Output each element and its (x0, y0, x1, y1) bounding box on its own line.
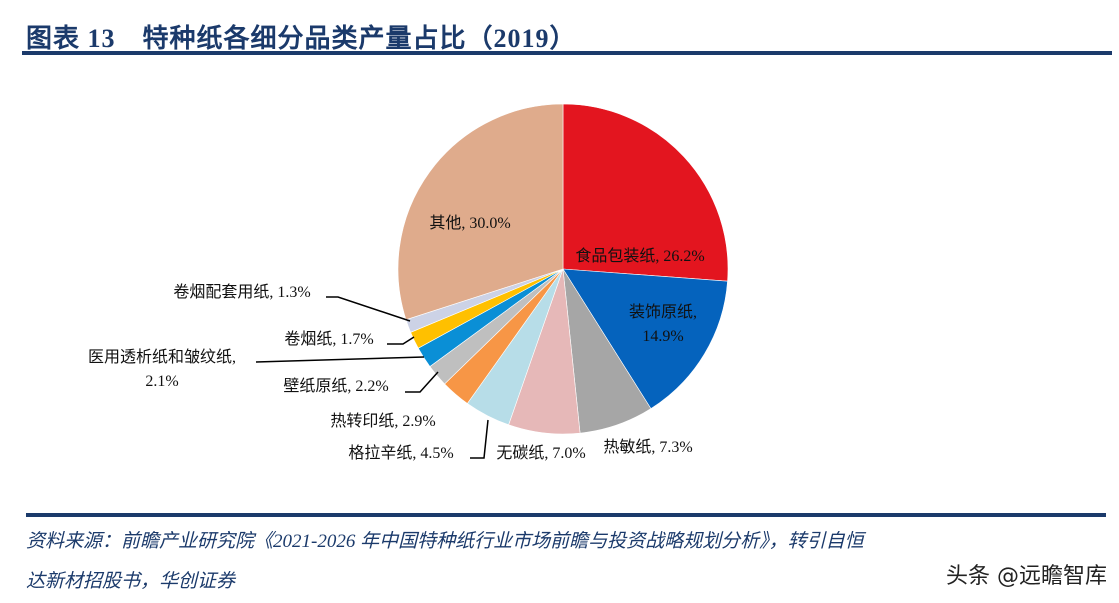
figure-title: 图表 13 特种纸各细分品类产量占比（2019） (26, 24, 577, 53)
source-note: 资料来源：前瞻产业研究院《2021-2026 年中国特种纸行业市场前瞻与投资战略… (26, 522, 1106, 602)
figure-header: 图表 13 特种纸各细分品类产量占比（2019） (22, 14, 1112, 55)
leader-line-9 (326, 296, 411, 322)
leader-line-4 (470, 419, 489, 459)
leader-line-8 (387, 336, 415, 345)
slice-label-3: 无碳纸, 7.0% (496, 444, 585, 462)
leader-line-7 (255, 356, 425, 363)
leader-line-6 (405, 371, 439, 393)
pie-slice-10 (397, 103, 564, 321)
title-divider (22, 51, 1112, 55)
source-line-1: 资料来源：前瞻产业研究院《2021-2026 年中国特种纸行业市场前瞻与投资战略… (26, 531, 864, 552)
pie-chart: 食品包装纸, 26.2% 装饰原纸, 14.9% 热敏纸, 7.3% 无碳纸, 7.0%… (88, 103, 729, 462)
slice-label-7: 医用透析纸和皱纹纸, 2.1% (88, 348, 236, 390)
slice-label-6: 壁纸原纸, 2.2% (283, 376, 388, 395)
slice-label-8: 卷烟纸, 1.7% (284, 330, 373, 348)
source-divider (26, 513, 1106, 517)
slice-label-10: 其他, 30.0% (429, 214, 510, 232)
pie-slice-0 (562, 103, 729, 282)
slice-label-1: 装饰原纸, 14.9% (629, 303, 697, 345)
source-line-2: 达新材招股书，华创证券 (26, 571, 236, 592)
pie-chart-container: 食品包装纸, 26.2% 装饰原纸, 14.9% 热敏纸, 7.3% 无碳纸, 7.0%… (0, 60, 1119, 510)
slice-label-9: 卷烟配套用纸, 1.3% (173, 283, 310, 301)
watermark: 头条 @远瞻智库 (946, 564, 1107, 589)
pie-slice-1 (562, 268, 728, 410)
slice-label-2: 热敏纸, 7.3% (603, 438, 692, 456)
slice-label-0: 食品包装纸, 26.2% (575, 247, 704, 265)
slice-label-5: 热转印纸, 2.9% (330, 412, 435, 430)
slice-label-4: 格拉辛纸, 4.5% (348, 444, 453, 462)
